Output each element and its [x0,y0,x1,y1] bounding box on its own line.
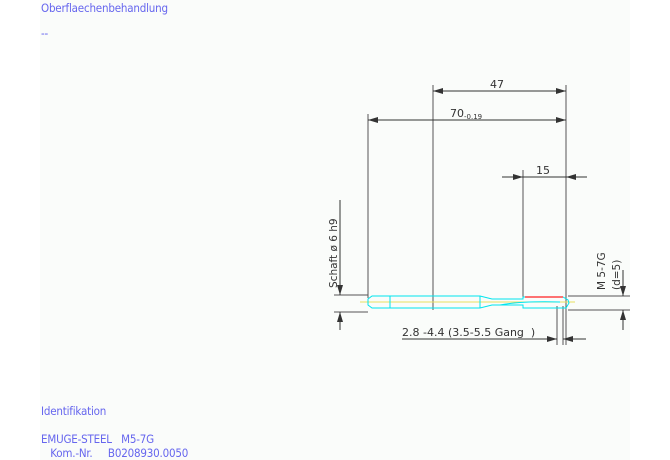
surface-treatment-title: Oberflaechenbehandlung [41,1,168,15]
thread-label: M 5-7G [596,252,608,290]
dim-15-label: 15 [536,164,550,177]
thread-diameter-label: (d=5) [611,260,623,290]
drawing-panel [40,0,630,460]
identification-line-1: EMUGE-STEEL M5-7G [41,432,154,446]
identification-title: Identifikation [41,404,107,418]
tap-tool [360,295,575,309]
extension-lines [334,85,630,345]
shank-label: Schaft ø 6 h9 [328,218,340,288]
pitch-label: 2.8 -4.4 (3.5-5.5 Gang ) [402,326,535,339]
dimension-lines [337,88,626,342]
dim-70-label: 70-0.19 [450,107,482,121]
dim-47-label: 47 [490,78,504,91]
identification-line-2: Kom.-Nr. B0208930.0050 [41,446,189,460]
surface-treatment-value: -- [41,26,49,40]
